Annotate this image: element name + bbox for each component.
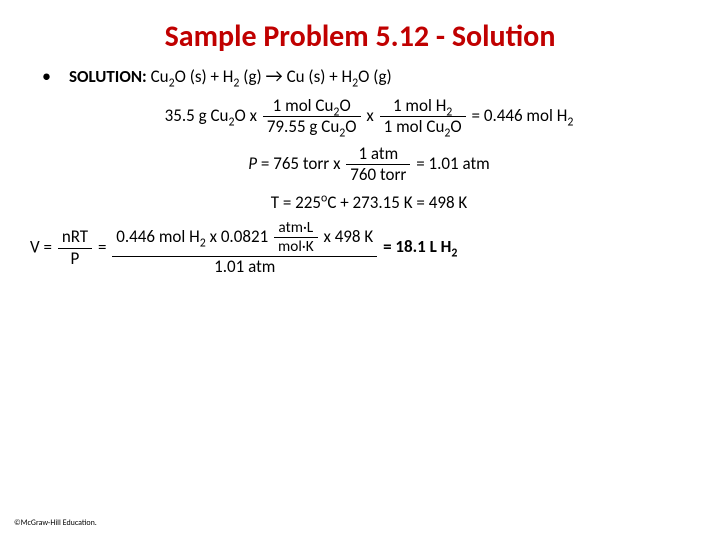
equation-text: SOLUTION: Cu2O (s) + H2 (g) → Cu (s) + H… [69, 65, 392, 88]
frac-4: nRT P [58, 227, 92, 269]
eq-part2: Cu (s) + H2O (g) [287, 66, 392, 87]
eq-part1: Cu2O (s) + H2 (g) [151, 66, 266, 87]
step2: P = 765 torr x 1 atm 760 torr = 1.01 atm [38, 144, 700, 186]
copyright-text: ©McGraw-Hill Education. [14, 518, 97, 528]
frac-5: 0.446 mol H2 x 0.0821 atm·Lmol·K x 498 K… [112, 219, 377, 278]
solution-line: • SOLUTION: Cu2O (s) + H2 (g) → Cu (s) +… [38, 65, 700, 88]
arrow-icon: → [266, 65, 283, 88]
frac-2: 1 mol H2 1 mol Cu2O [380, 96, 466, 138]
frac-1: 1 mol Cu2O 79.55 g Cu2O [263, 96, 361, 138]
solution-label: SOLUTION: [69, 66, 147, 87]
step4: V = nRT P = 0.446 mol H2 x 0.0821 atm·Lm… [30, 219, 700, 278]
frac-3: 1 atm 760 torr [346, 144, 410, 186]
slide-title: Sample Problem 5.12 - Solution [0, 0, 720, 65]
content-area: • SOLUTION: Cu2O (s) + H2 (g) → Cu (s) +… [0, 65, 720, 278]
step3: T = 225oC + 273.15 K = 498 K [38, 192, 700, 213]
bullet-icon: • [42, 65, 51, 87]
step1: 35.5 g Cu2O x 1 mol Cu2O 79.55 g Cu2O x … [38, 96, 700, 138]
